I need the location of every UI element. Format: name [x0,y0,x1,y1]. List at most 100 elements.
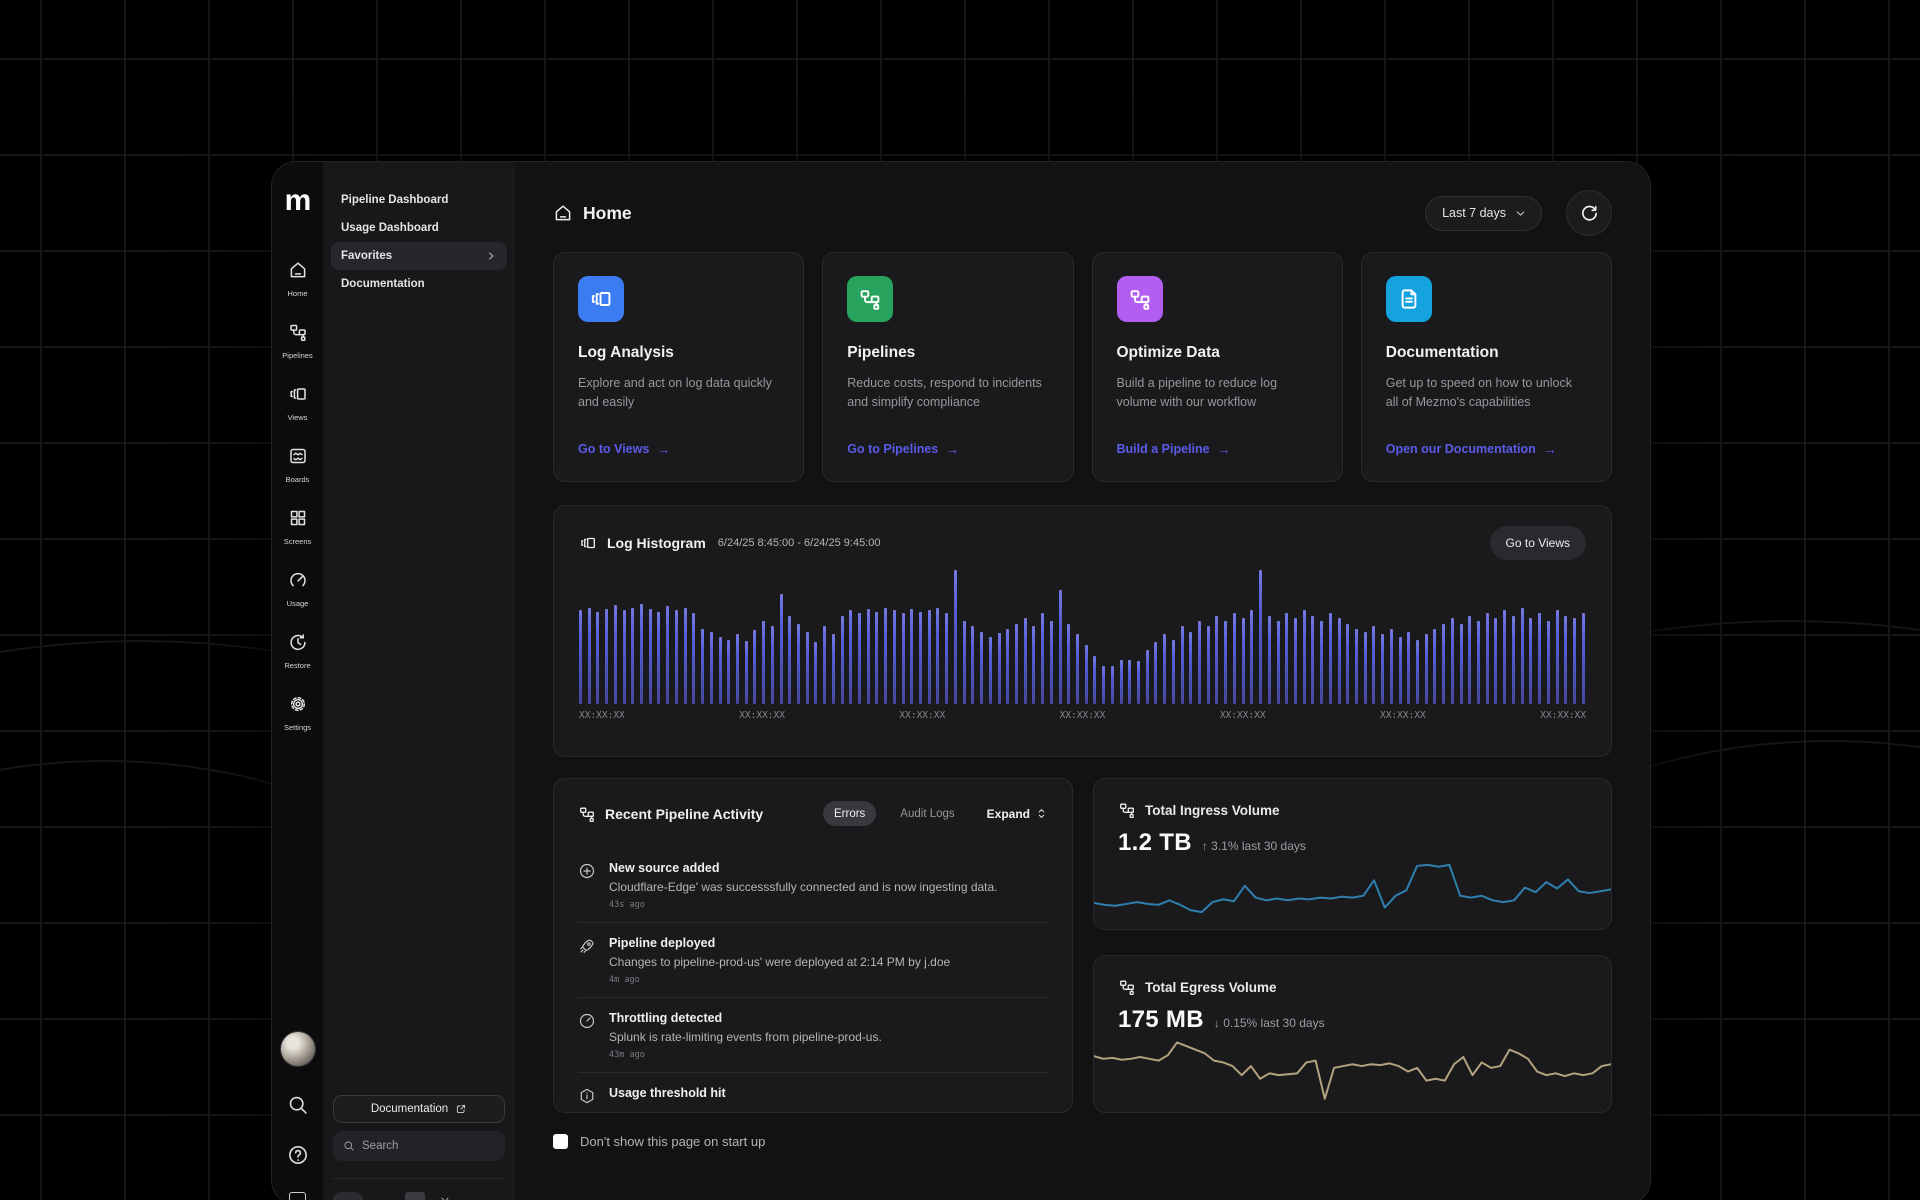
arrow-right-icon: → [1216,441,1231,457]
histogram-bar [1241,618,1245,704]
card-documentation[interactable]: Documentation Get up to speed on how to … [1360,252,1612,482]
histogram-x-axis: XX:XX:XX XX:XX:XX XX:XX:XX XX:XX:XX XX:X… [579,710,1586,721]
histogram-bar [1354,628,1358,704]
search-button[interactable] [287,1094,309,1116]
histogram-bar [831,634,835,704]
card-log-analysis[interactable]: Log Analysis Explore and act on log data… [553,252,805,482]
card-pipelines[interactable]: Pipelines Reduce costs, respond to incid… [822,252,1074,482]
sidebar-item-pipelines[interactable]: Pipelines [272,322,323,384]
histogram-bar [1041,612,1045,704]
egress-delta: ↓ 0.15% last 30 days [1213,1016,1325,1030]
histogram-bar [770,626,774,704]
user-avatar[interactable] [280,1032,315,1066]
sidebar-item-views[interactable]: Views [272,384,323,446]
activity-item[interactable]: New source added Cloudflare-Edge' was su… [578,848,1048,922]
clipped-rail-icon[interactable] [289,1192,306,1200]
histogram-bar [1110,666,1114,704]
open-documentation-link[interactable]: Open our Documentation → [1385,441,1557,457]
histogram-bar [866,608,870,704]
build-a-pipeline-link[interactable]: Build a Pipeline → [1116,441,1231,457]
help-button[interactable] [287,1144,309,1166]
histogram-bar [910,608,914,704]
card-optimize-data[interactable]: Optimize Data Build a pipeline to reduce… [1091,252,1343,482]
histogram-bar [1232,612,1236,704]
timestamp: 4m ago [609,975,640,985]
histogram-bar [1032,626,1036,704]
views-icon [288,384,308,409]
histogram-bar [1485,612,1489,704]
pipelines-icon [580,806,594,822]
menu-item-documentation[interactable]: Documentation [341,278,425,290]
arrow-right-icon: → [945,441,960,457]
go-to-views-button[interactable]: Go to Views [1489,526,1586,560]
histogram-time-range: 6/24/25 8:45:00 - 6/24/25 9:45:00 [717,537,881,549]
histogram-bar [1285,612,1289,704]
search-icon [344,1141,354,1151]
checkbox-label: Don't show this page on start up [580,1134,766,1149]
histogram-bar [997,632,1001,704]
help-icon [288,1146,307,1164]
views-icon [581,537,595,549]
histogram-bar [1416,639,1419,704]
page-header: Home Last 7 days [553,190,1612,236]
dont-show-checkbox[interactable] [553,1134,568,1149]
arrow-up-icon: ↑ [1201,839,1208,853]
unfold-icon [1038,809,1045,818]
histogram-bar [657,611,661,704]
pipelines-icon [1120,980,1134,996]
histogram-bar [648,608,652,704]
go-to-pipelines-link[interactable]: Go to Pipelines → [847,441,960,457]
histogram-bar [1206,626,1210,704]
search-input[interactable]: Search [333,1131,505,1161]
go-to-views-link[interactable]: Go to Views → [578,441,671,457]
histogram-bar [1363,631,1367,704]
histogram-bars [579,570,1586,704]
menu-item-favorites[interactable]: Favorites [331,242,507,270]
histogram-bar [858,612,861,704]
histogram-bar [1189,631,1193,704]
expand-button[interactable]: Expand [987,807,1048,821]
sidebar-item-boards[interactable]: Boards [272,446,323,508]
documentation-button[interactable]: Documentation [333,1095,505,1123]
histogram-bar [596,611,600,704]
sidebar-item-screens[interactable]: Screens [272,508,323,570]
histogram-bar [1372,626,1376,704]
arrow-down-icon: ↓ [1213,1016,1220,1030]
histogram-bar [1389,628,1393,704]
histogram-bar [1171,639,1175,704]
histogram-bar [1468,615,1472,704]
histogram-bar [892,610,896,704]
icon-rail: m Home Pipelines Views Boards Screens [272,162,323,1200]
gear-icon [288,694,308,719]
rail-nav: Home Pipelines Views Boards Screens Usag… [272,260,323,756]
clipped-toggle[interactable] [405,1192,425,1200]
secondary-sidebar: Pipeline Dashboard Usage Dashboard Favor… [323,162,515,1200]
ingress-sparkline [1094,857,1611,923]
histogram-bar [1529,618,1533,704]
chevron-down-icon[interactable] [439,1194,451,1200]
tab-audit-logs[interactable]: Audit Logs [900,807,955,820]
refresh-button[interactable] [1566,190,1612,236]
tab-errors[interactable]: Errors [822,801,877,826]
menu-item-usage-dashboard[interactable]: Usage Dashboard [341,222,439,234]
ingress-value: 1.2 TB [1118,829,1192,856]
rocket-icon [578,937,596,955]
activity-item[interactable]: Pipeline deployed Changes to pipeline-pr… [578,922,1048,997]
activity-item[interactable]: Throttling detected Splunk is rate-limit… [578,997,1048,1072]
histogram-bar [1154,642,1158,704]
sidebar-item-settings[interactable]: Settings [272,694,323,756]
histogram-bar [1564,615,1568,704]
histogram-bar [1477,620,1481,704]
histogram-bar [1450,618,1454,704]
histogram-bar [1058,590,1062,704]
date-range-dropdown[interactable]: Last 7 days [1425,195,1542,231]
sidebar-item-home[interactable]: Home [272,260,323,322]
clipped-pill[interactable] [333,1192,363,1200]
histogram-bar [1337,618,1341,704]
home-icon [288,260,308,285]
activity-item[interactable]: Usage threshold hit [578,1072,1048,1112]
sidebar-item-usage[interactable]: Usage [272,570,323,632]
menu-item-pipeline-dashboard[interactable]: Pipeline Dashboard [341,194,449,206]
histogram-bar [1503,610,1507,704]
sidebar-item-restore[interactable]: Restore [272,632,323,694]
